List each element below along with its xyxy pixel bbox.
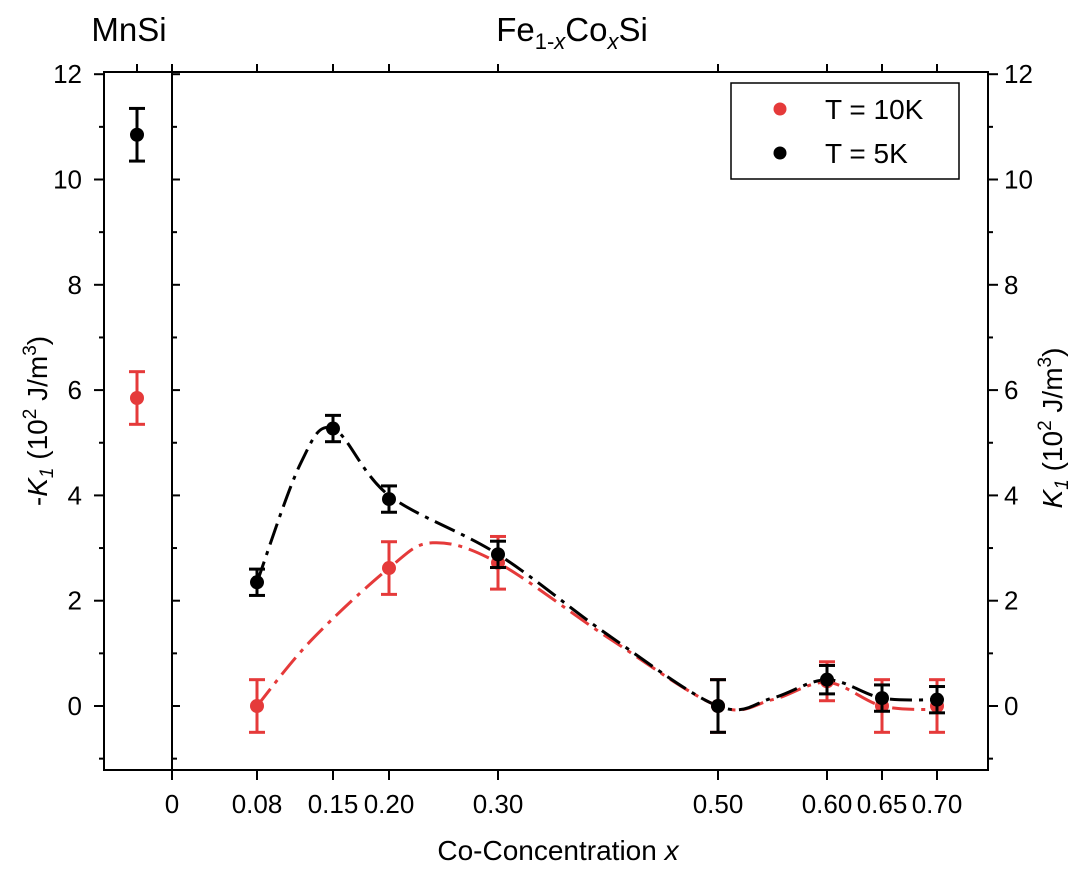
y-tick-label-right: 4	[1004, 480, 1018, 510]
y-tick-label-left: 2	[68, 586, 82, 616]
x-tick-label: 0.60	[802, 789, 853, 819]
y-tick-label-left: 4	[68, 480, 82, 510]
x-tick-label: 0.70	[912, 789, 963, 819]
axis-ticks: 0 0 2 2 4 4 6 6 8 8 10 10 12 12 0 0.08 0.15 0.20 0.30 0.50 0…	[53, 59, 1033, 819]
x-tick-label: 0.15	[308, 789, 359, 819]
series-5k-point	[711, 699, 725, 713]
fit-curves	[255, 425, 938, 712]
legend-label-5k: T = 5K	[825, 138, 908, 169]
series-5k-point	[491, 547, 505, 562]
x-tick-label: 0.08	[232, 789, 283, 819]
series-10k-point	[382, 561, 396, 576]
series-5k-point	[326, 421, 340, 436]
series-10k-point	[250, 699, 264, 713]
x-tick-label: 0.50	[693, 789, 744, 819]
x-tick-label: 0	[165, 789, 179, 819]
fit-curve-10k	[255, 541, 938, 712]
y-axis-label-right: K1 (102 J/m3)	[1035, 348, 1073, 509]
series-5k-point	[250, 575, 264, 590]
data-points	[129, 106, 945, 734]
series-10k-mnsi-point	[130, 390, 144, 405]
legend-label-10k: T = 10K	[825, 94, 924, 125]
main-panel-title: Fe1-xCoxSi	[496, 11, 648, 54]
y-tick-label-left: 6	[68, 375, 82, 405]
y-tick-label-left: 10	[53, 165, 82, 195]
y-tick-label-left: 0	[68, 691, 82, 721]
x-axis-label: Co-Concentration x	[437, 835, 679, 866]
y-tick-label-right: 8	[1004, 270, 1018, 300]
fit-curve-5k	[255, 425, 938, 712]
y-tick-label-left: 8	[68, 270, 82, 300]
plot-frame	[103, 71, 989, 771]
mnsi-panel-title: MnSi	[91, 11, 166, 48]
x-tick-label: 0.65	[857, 789, 908, 819]
legend-marker-10k	[773, 102, 787, 116]
y-axis-label-left: -K1 (102 J/m3)	[20, 336, 58, 506]
y-tick-label-right: 10	[1004, 165, 1033, 195]
legend: T = 10K T = 5K	[730, 82, 960, 180]
y-tick-label-right: 6	[1004, 375, 1018, 405]
x-tick-label: 0.30	[473, 789, 524, 819]
legend-box	[730, 82, 960, 180]
series-5k-point	[930, 692, 944, 707]
x-tick-label: 0.20	[364, 789, 415, 819]
y-tick-label-right: 2	[1004, 586, 1018, 616]
series-5k-mnsi-point	[130, 127, 144, 142]
y-tick-label-left: 12	[53, 59, 82, 89]
y-tick-label-right: 12	[1004, 59, 1033, 89]
series-5k-point	[382, 492, 396, 507]
series-5k-point	[820, 672, 834, 687]
legend-marker-5k	[773, 146, 787, 160]
series-5k-point	[875, 691, 889, 706]
y-tick-label-right: 0	[1004, 691, 1018, 721]
